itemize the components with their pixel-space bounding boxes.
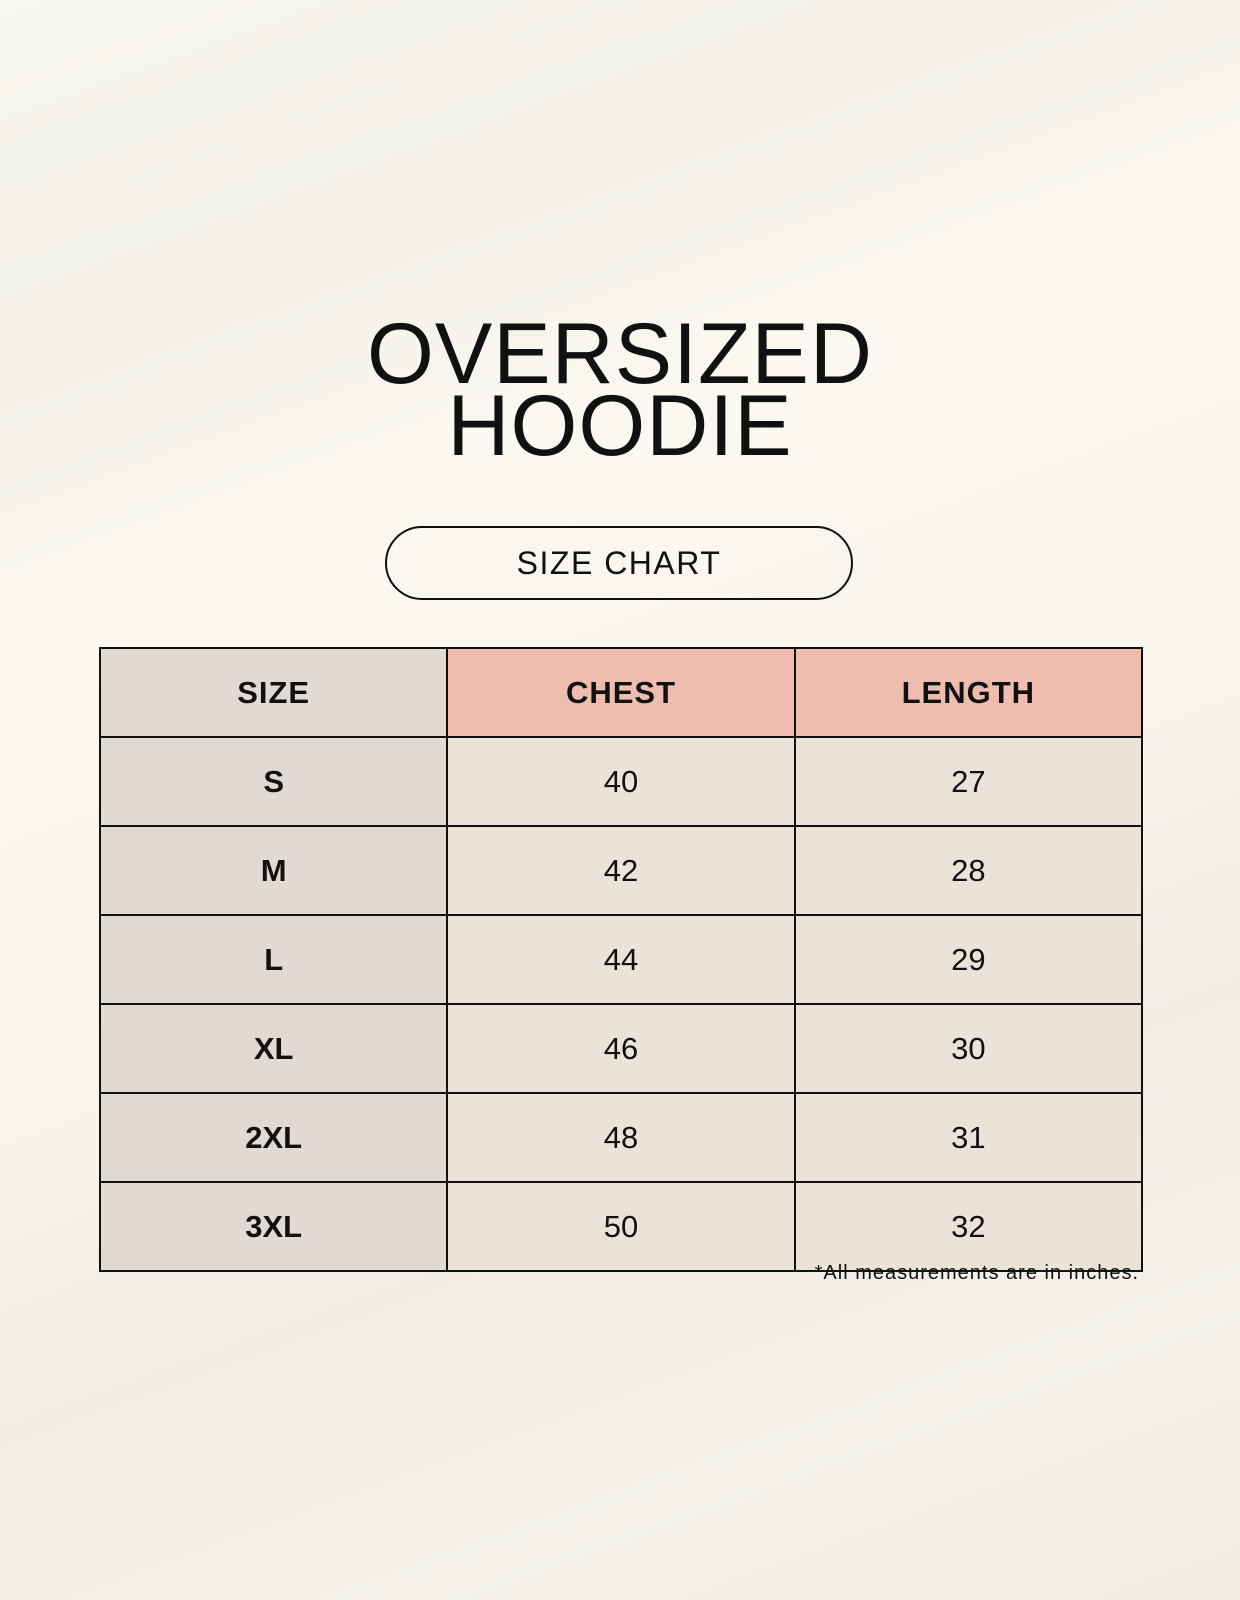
table-cell: 30 [793,1003,1144,1094]
page-title: OVERSIZED HOODIE [0,306,1240,474]
table-cell: 42 [446,825,796,916]
table-row: L 44 29 [98,914,1144,1005]
table-cell: 27 [793,736,1144,827]
table-row: 2XL 48 31 [98,1092,1144,1183]
table-cell: 44 [446,914,796,1005]
table-cell: 46 [446,1003,796,1094]
table-cell: 3XL [98,1181,449,1272]
table-row: S 40 27 [98,736,1144,827]
table-cell: M [98,825,449,916]
table-row: XL 46 30 [98,1003,1144,1094]
column-header-size: SIZE [98,647,449,738]
table-cell: 40 [446,736,796,827]
size-table: SIZE CHEST LENGTH S 40 27 M 42 28 L 44 29 XL 46 30 2XL… [98,647,1144,1272]
table-cell: 29 [793,914,1144,1005]
table-cell: 50 [446,1181,796,1272]
table-header-row: SIZE CHEST LENGTH [98,647,1144,738]
table-cell: L [98,914,449,1005]
title-line-1: OVERSIZED [367,306,873,402]
size-chart-badge: SIZE CHART [385,526,853,600]
column-header-chest: CHEST [446,647,796,738]
table-cell: 32 [793,1181,1144,1272]
column-header-length: LENGTH [793,647,1144,738]
title-line-2: HOODIE [447,378,793,474]
table-cell: 48 [446,1092,796,1183]
table-cell: 31 [793,1092,1144,1183]
table-row: M 42 28 [98,825,1144,916]
footnote: *All measurements are in inches. [814,1262,1139,1284]
table-cell: 2XL [98,1092,449,1183]
table-cell: S [98,736,449,827]
table-cell: 28 [793,825,1144,916]
table-cell: XL [98,1003,449,1094]
table-row: 3XL 50 32 [98,1181,1144,1272]
